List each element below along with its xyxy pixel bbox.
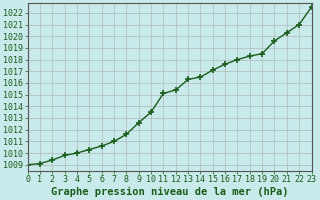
X-axis label: Graphe pression niveau de la mer (hPa): Graphe pression niveau de la mer (hPa) <box>51 186 288 197</box>
